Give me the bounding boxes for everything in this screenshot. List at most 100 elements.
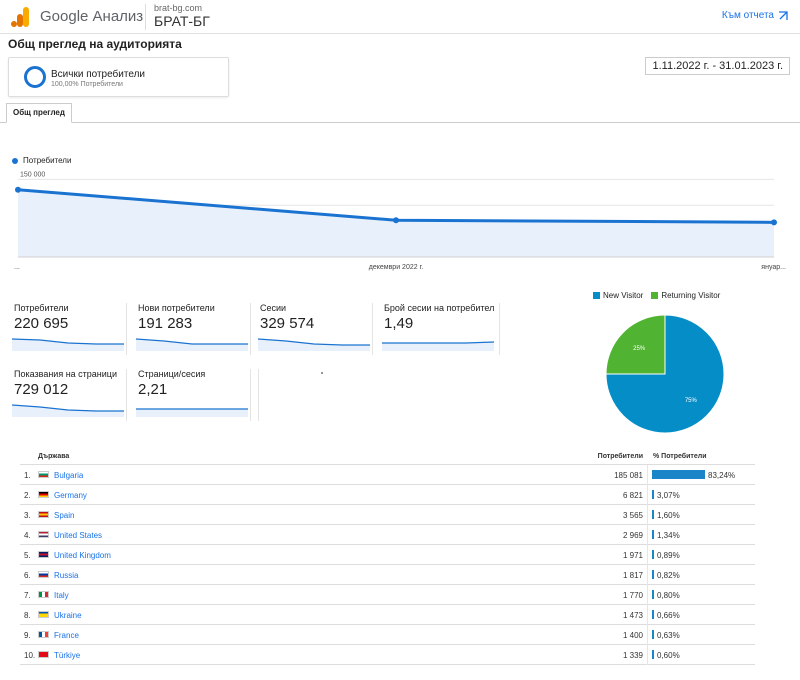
percent-value: 1,34% — [657, 531, 680, 540]
row-number: 9. — [24, 631, 31, 640]
table-row: 5. United Kingdom 1 971 0,89% — [20, 545, 755, 565]
users-value: 1 971 — [622, 551, 643, 560]
pie-slice-returning-visitor[interactable] — [605, 314, 666, 375]
pie-legend: New Visitor Returning Visitor — [593, 291, 720, 300]
pie-slice-new-visitor[interactable] — [605, 314, 725, 434]
date-range-picker[interactable]: 1.11.2022 г. - 31.01.2023 г. — [645, 57, 790, 75]
tab-overview[interactable]: Общ преглед — [6, 103, 72, 123]
legend-dot-icon — [12, 157, 18, 164]
sparkline-area — [12, 405, 124, 417]
sparkline-area — [258, 339, 370, 351]
table-header: Държава Потребители % Потребители — [20, 449, 755, 465]
metric-tile-pages-per-session[interactable]: Страници/сесия 2,21 — [136, 369, 251, 421]
pie-slice-label: 75% — [685, 398, 698, 404]
country-link[interactable]: Türkiye — [54, 651, 81, 660]
pie-slice-label: 25% — [633, 346, 646, 352]
sparkline-line — [136, 338, 248, 345]
legend-swatch-icon — [651, 292, 659, 299]
percent-bar — [652, 510, 654, 519]
metric-tile-sessions-per-user[interactable]: Брой сесии на потребител 1,49 — [382, 303, 500, 355]
country-link[interactable]: Germany — [54, 491, 87, 500]
percent-value: 0,63% — [657, 631, 680, 640]
ukraine-flag-icon — [38, 611, 49, 618]
pie-legend-returning-visitor[interactable]: Returning Visitor — [651, 291, 720, 300]
table-row: 7. Italy 1 770 0,80% — [20, 585, 755, 605]
area-fill — [18, 189, 774, 257]
users-value: 1 400 — [622, 631, 643, 640]
column-header-users[interactable]: Потребители — [597, 453, 643, 460]
table-row: 1. Bulgaria 185 081 83,24% — [20, 465, 755, 485]
column-divider — [647, 465, 648, 485]
row-number: 6. — [24, 571, 31, 580]
sparkline-line — [12, 404, 124, 412]
segment-card[interactable]: Всички потребители 100,00% Потребители — [8, 57, 229, 97]
metric-label: Сесии — [260, 303, 287, 313]
metric-value: 729 012 — [14, 381, 69, 398]
legend-swatch-icon — [593, 292, 600, 299]
country-link[interactable]: Spain — [54, 511, 75, 520]
metric-tile-pageviews[interactable]: Показвания на страници 729 012 — [12, 369, 127, 421]
percent-bar — [652, 610, 654, 619]
percent-value: 0,80% — [657, 591, 680, 600]
row-number: 5. — [24, 551, 31, 560]
metric-sparkline — [12, 404, 124, 417]
row-number: 3. — [24, 511, 31, 520]
table-row: 9. France 1 400 0,63% — [20, 625, 755, 645]
percent-bar — [652, 470, 705, 479]
column-header-percent[interactable]: % Потребители — [653, 453, 707, 460]
row-number: 8. — [24, 611, 31, 620]
users-value: 1 473 — [622, 611, 643, 620]
line-chart-legend[interactable]: Потребители — [12, 156, 71, 165]
table-row: 4. United States 2 969 1,34% — [20, 525, 755, 545]
legend-label: Returning Visitor — [661, 291, 721, 300]
table-row: 3. Spain 3 565 1,60% — [20, 505, 755, 525]
sparkline-line — [382, 341, 494, 344]
table-row: 8. Ukraine 1 473 0,66% — [20, 605, 755, 625]
users-line-chart[interactable]: 150 000100 00050 000...декември 2022 г.я… — [0, 165, 800, 275]
data-point[interactable] — [393, 217, 399, 224]
pie-legend-new-visitor[interactable]: New Visitor — [593, 291, 643, 300]
metric-label: Брой сесии на потребител — [384, 303, 495, 313]
metric-value: 2,21 — [138, 381, 168, 398]
italy-flag-icon — [38, 591, 49, 598]
metric-value: 329 574 — [260, 315, 315, 332]
column-header-country[interactable]: Държава — [38, 453, 70, 460]
percent-bar — [652, 530, 654, 539]
country-link[interactable]: Italy — [54, 591, 69, 600]
percent-bar — [652, 630, 654, 639]
analytics-logo-icon[interactable] — [10, 6, 30, 28]
data-point[interactable] — [15, 186, 21, 193]
sparkline-line — [258, 338, 370, 346]
data-point[interactable] — [771, 219, 777, 226]
country-link[interactable]: Bulgaria — [54, 471, 84, 480]
segment-name: Всички потребители — [51, 69, 145, 80]
metric-tile-new-users[interactable]: Нови потребители 191 283 — [136, 303, 251, 355]
country-link[interactable]: France — [54, 631, 79, 640]
sparkline-line — [12, 338, 124, 345]
go-to-report-label: Към отчета — [721, 10, 774, 21]
table-row: 2. Germany 6 821 3,07% — [20, 485, 755, 505]
users-value: 3 565 — [622, 511, 643, 520]
russia-flag-icon — [38, 571, 49, 578]
column-divider — [647, 645, 648, 665]
country-link[interactable]: Russia — [54, 571, 79, 580]
metric-value: 191 283 — [138, 315, 193, 332]
users-value: 6 821 — [622, 491, 643, 500]
go-to-report-link[interactable]: Към отчета — [722, 10, 788, 21]
country-link[interactable]: United States — [54, 531, 103, 540]
row-number: 7. — [24, 591, 31, 600]
legend-label: Потребители — [23, 156, 72, 165]
visitor-type-pie-chart[interactable]: 75% 25% — [603, 312, 727, 436]
table-body: 1. Bulgaria 185 081 83,24% 2. Germany 6 821 3,0… — [20, 465, 755, 665]
uk-flag-icon — [38, 551, 49, 558]
metric-tile-sessions[interactable]: Сесии 329 574 — [258, 303, 373, 355]
percent-value: 83,24% — [708, 471, 736, 480]
external-link-icon — [779, 10, 788, 20]
metric-tile-users[interactable]: Потребители 220 695 — [12, 303, 127, 355]
percent-value: 0,82% — [657, 571, 680, 580]
property-selector[interactable]: БРАТ-БГ — [154, 13, 210, 29]
country-link[interactable]: United Kingdom — [54, 551, 111, 560]
users-value: 2 969 — [622, 531, 643, 540]
country-link[interactable]: Ukraine — [54, 611, 82, 620]
usa-flag-icon — [38, 531, 49, 538]
